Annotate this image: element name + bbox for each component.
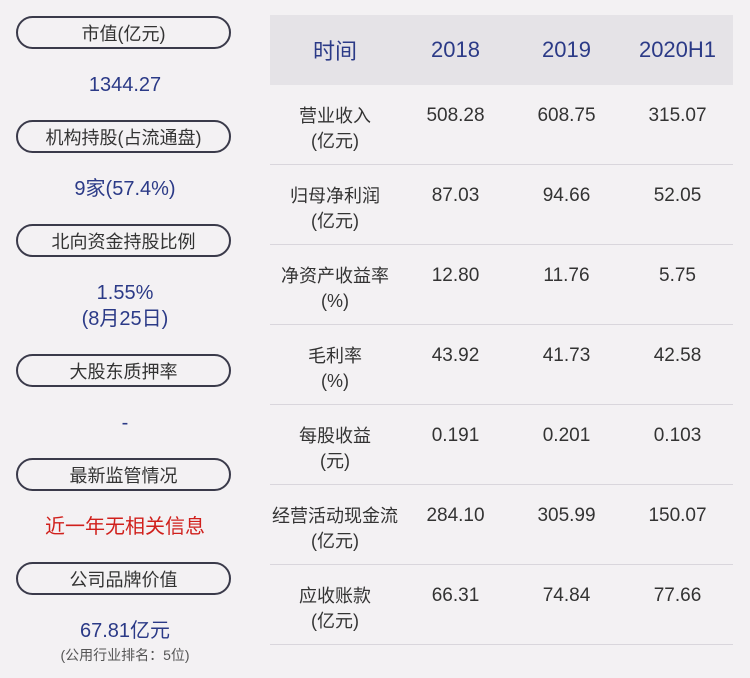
cell-value: 42.58 <box>653 345 702 366</box>
row-label: 归母净利润 (亿元) <box>290 186 380 231</box>
regulatory-status-value: 近一年无相关信息 <box>45 516 205 538</box>
table-row: 每股收益 (元) 0.191 0.201 0.103 <box>270 405 733 485</box>
institutional-holding-label: 机构持股(占流通盘) <box>16 120 231 153</box>
cell-value: 0.191 <box>431 425 480 446</box>
cell-value: 315.07 <box>648 105 707 126</box>
brand-value-rank: (公用行业排名：5位) <box>60 647 190 663</box>
header-2019: 2019 <box>542 37 591 62</box>
key-metrics-panel: 市值(亿元) 1344.27 机构持股(占流通盘) 9家(57.4%) 北向资金… <box>0 0 250 678</box>
header-2020h1: 2020H1 <box>638 37 717 62</box>
northbound-holding-label: 北向资金持股比例 <box>16 224 231 257</box>
cell-value: 0.103 <box>653 425 702 446</box>
cell-value: 608.75 <box>537 105 596 126</box>
cell-value: 94.66 <box>542 185 591 206</box>
cell-value: 66.31 <box>431 585 480 606</box>
cell-value: 43.92 <box>431 345 480 366</box>
table-row: 营业收入 (亿元) 508.28 608.75 315.07 <box>270 85 733 165</box>
cell-value: 284.10 <box>426 505 485 526</box>
cell-value: 11.76 <box>543 265 590 286</box>
row-label: 净资产收益率 (%) <box>281 266 389 311</box>
regulatory-status-label: 最新监管情况 <box>16 458 231 491</box>
table-row: 净资产收益率 (%) 12.80 11.76 5.75 <box>270 245 733 325</box>
brand-value-value: 67.81亿元 <box>79 620 171 642</box>
row-label: 毛利率 (%) <box>308 346 362 391</box>
market-cap-label: 市值(亿元) <box>16 16 231 49</box>
row-label: 每股收益 (元) <box>299 426 371 471</box>
institutional-holding-value: 9家(57.4%) <box>74 178 176 200</box>
financial-table: 时间 2018 2019 2020H1 营业收入 (亿元) 508.28 608.… <box>270 15 733 645</box>
header-period: 时间 <box>312 39 357 64</box>
cell-value: 87.03 <box>431 185 480 206</box>
cell-value: 508.28 <box>426 105 485 126</box>
pledge-ratio-value: - <box>121 412 129 434</box>
cell-value: 41.73 <box>542 345 591 366</box>
header-2018: 2018 <box>431 37 480 62</box>
northbound-holding-value: 1.55% <box>96 282 154 304</box>
northbound-holding-date: (8月25日) <box>81 308 169 330</box>
brand-value-label: 公司品牌价值 <box>16 562 231 595</box>
table-header: 时间 2018 2019 2020H1 <box>270 15 733 85</box>
cell-value: 12.80 <box>431 265 480 286</box>
row-label: 营业收入 (亿元) <box>299 106 371 151</box>
cell-value: 305.99 <box>537 505 596 526</box>
cell-value: 0.201 <box>542 425 591 446</box>
table-row: 经营活动现金流 (亿元) 284.10 305.99 150.07 <box>270 485 733 565</box>
pledge-ratio-label: 大股东质押率 <box>16 354 231 387</box>
row-label: 应收账款 (亿元) <box>299 586 371 631</box>
cell-value: 74.84 <box>542 585 591 606</box>
table-row: 毛利率 (%) 43.92 41.73 42.58 <box>270 325 733 405</box>
table-row: 应收账款 (亿元) 66.31 74.84 77.66 <box>270 565 733 645</box>
cell-value: 52.05 <box>653 185 702 206</box>
cell-value: 77.66 <box>653 585 702 606</box>
market-cap-value: 1344.27 <box>88 74 162 96</box>
row-label: 经营活动现金流 (亿元) <box>272 506 398 551</box>
table-row: 归母净利润 (亿元) 87.03 94.66 52.05 <box>270 165 733 245</box>
cell-value: 5.75 <box>659 265 696 286</box>
cell-value: 150.07 <box>648 505 707 526</box>
